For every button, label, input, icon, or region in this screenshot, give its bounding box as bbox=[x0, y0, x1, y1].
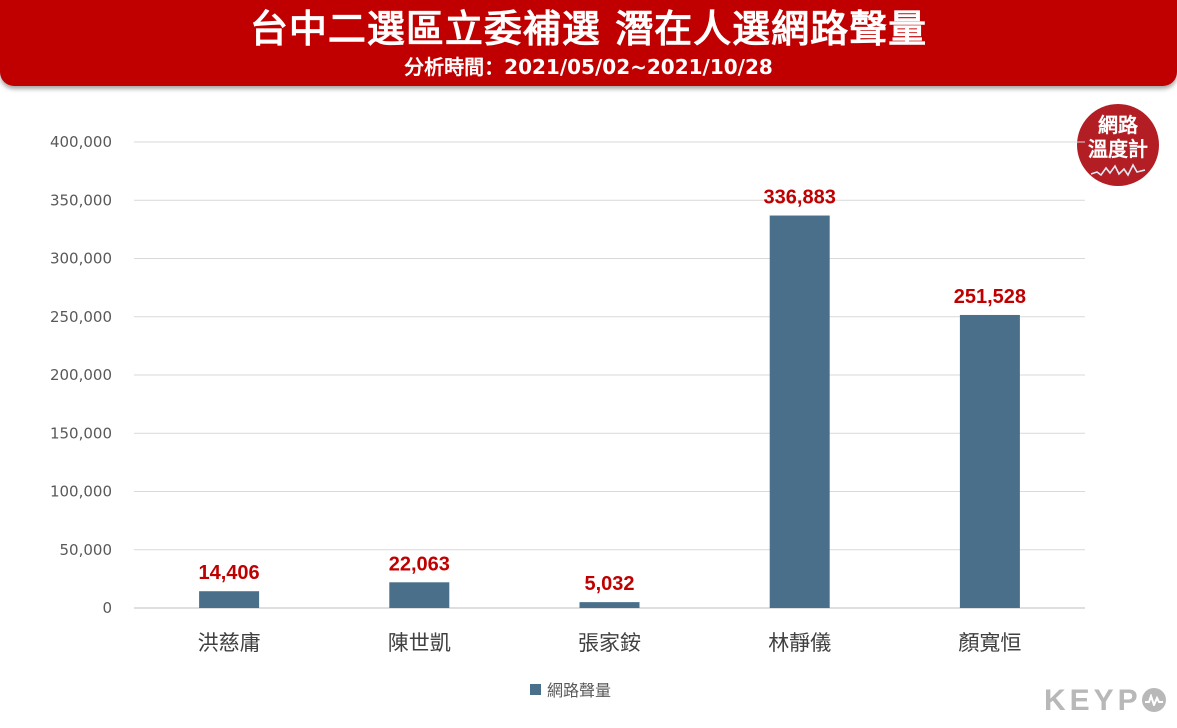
y-tick-label: 350,000 bbox=[50, 191, 112, 209]
y-tick-label: 400,000 bbox=[50, 133, 112, 151]
y-tick-label: 0 bbox=[102, 599, 112, 617]
header-banner: 台中二選區立委補選 潛在人選網路聲量 分析時間：2021/05/02~2021/… bbox=[0, 0, 1177, 86]
y-tick-label: 300,000 bbox=[50, 250, 112, 268]
bar bbox=[579, 602, 640, 608]
brand-text: KEYP bbox=[1044, 684, 1142, 717]
category-label: 張家銨 bbox=[578, 631, 641, 655]
y-tick-label: 150,000 bbox=[50, 424, 112, 442]
category-label: 陳世凱 bbox=[388, 631, 451, 655]
thermometer-badge: 網路 溫度計 bbox=[1077, 104, 1159, 186]
data-label: 336,883 bbox=[764, 187, 836, 209]
bar bbox=[959, 314, 1020, 608]
bar bbox=[389, 582, 450, 608]
legend-label: 網路聲量 bbox=[547, 681, 612, 700]
category-label: 顏寬恒 bbox=[958, 631, 1021, 655]
legend-swatch bbox=[530, 683, 541, 695]
data-label: 5,032 bbox=[584, 573, 634, 595]
data-label: 251,528 bbox=[954, 286, 1026, 308]
keypo-logo: KEYP bbox=[1044, 684, 1166, 718]
y-tick-label: 250,000 bbox=[50, 308, 112, 326]
data-label: 22,063 bbox=[389, 553, 450, 575]
bar bbox=[769, 215, 830, 608]
data-label: 14,406 bbox=[199, 562, 260, 584]
y-tick-label: 200,000 bbox=[50, 366, 112, 384]
bar bbox=[199, 591, 260, 608]
analysis-period: 分析時間：2021/05/02~2021/10/28 bbox=[404, 55, 773, 79]
y-tick-label: 50,000 bbox=[60, 541, 113, 559]
page-title: 台中二選區立委補選 潛在人選網路聲量 bbox=[249, 7, 928, 51]
badge-line1: 網路 bbox=[1098, 113, 1138, 137]
pulse-line-icon bbox=[1091, 163, 1145, 177]
category-label: 林靜儀 bbox=[768, 631, 831, 655]
y-tick-label: 100,000 bbox=[50, 483, 112, 501]
category-label: 洪慈庸 bbox=[198, 631, 261, 655]
keypo-o-logo-icon bbox=[1141, 688, 1166, 712]
badge-line2: 溫度計 bbox=[1088, 137, 1148, 161]
legend: 網路聲量 bbox=[530, 678, 611, 700]
